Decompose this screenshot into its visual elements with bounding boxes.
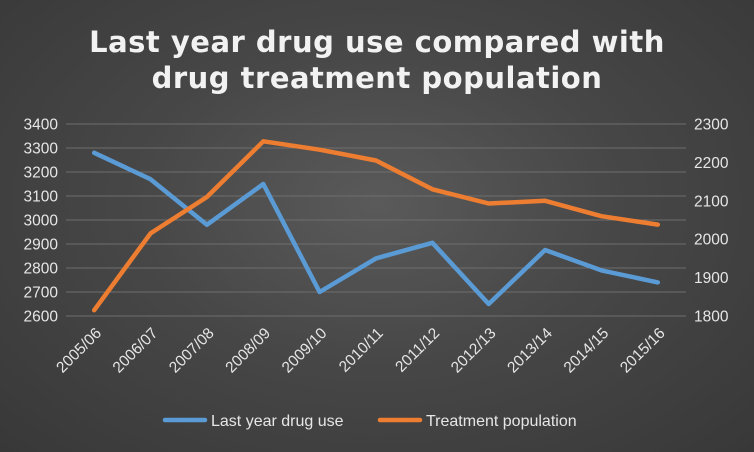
y-left-tick-label: 2700 bbox=[24, 285, 59, 302]
y-left-tick-label: 2900 bbox=[24, 237, 59, 254]
x-tick-label: 2014/15 bbox=[561, 325, 613, 377]
x-tick-label: 2005/06 bbox=[53, 325, 105, 377]
y-right-tick-label: 2200 bbox=[694, 155, 729, 172]
y-right-tick-label: 1800 bbox=[694, 309, 729, 326]
chart-title-line-1: Last year drug use compared with bbox=[89, 25, 665, 59]
legend-label: Treatment population bbox=[426, 413, 577, 430]
series-line-treatment-population bbox=[91, 139, 661, 313]
y-left-tick-label: 3000 bbox=[24, 213, 59, 230]
x-tick-label: 2009/10 bbox=[279, 325, 331, 377]
y-left-tick-label: 2800 bbox=[24, 261, 59, 278]
x-tick-label: 2012/13 bbox=[448, 325, 500, 377]
x-tick-label: 2010/11 bbox=[336, 325, 387, 376]
x-tick-label: 2008/09 bbox=[222, 325, 274, 377]
y-left-tick-label: 3300 bbox=[24, 141, 59, 158]
x-tick-label: 2007/08 bbox=[166, 325, 218, 377]
legend: Last year drug use Treatment population bbox=[162, 413, 577, 430]
chart-title-line-2: drug treatment population bbox=[152, 61, 603, 95]
gridlines bbox=[66, 123, 686, 317]
legend-label: Last year drug use bbox=[211, 413, 344, 430]
y-right-tick-label: 2100 bbox=[694, 193, 729, 210]
x-tick-label: 2006/07 bbox=[110, 325, 162, 377]
y-left-tick-label: 3100 bbox=[24, 189, 59, 206]
y-left-tick-label: 3200 bbox=[24, 165, 59, 182]
y-right-tick-label: 2300 bbox=[694, 117, 729, 134]
x-tick-label: 2013/14 bbox=[504, 325, 556, 377]
chart-title: Last year drug use compared with drug tr… bbox=[89, 25, 665, 95]
y-right-tick-label: 1900 bbox=[694, 270, 729, 287]
series-line-last-year-drug-use bbox=[91, 150, 661, 307]
y-right-tick-label: 2000 bbox=[694, 232, 729, 249]
y-axis-right: 1800 1900 2000 2100 2200 2300 bbox=[694, 117, 729, 326]
x-axis: 2005/06 2006/07 2007/08 2008/09 2009/10 2010/… bbox=[53, 325, 668, 377]
series-lines bbox=[91, 139, 661, 313]
y-left-tick-label: 3400 bbox=[24, 117, 59, 134]
x-tick-label: 2011/12 bbox=[392, 325, 443, 376]
x-tick-label: 2015/16 bbox=[617, 325, 669, 377]
y-axis-left: 2600 2700 2800 2900 3000 3100 3200 3300 3400 bbox=[24, 117, 59, 326]
y-left-tick-label: 2600 bbox=[24, 309, 59, 326]
